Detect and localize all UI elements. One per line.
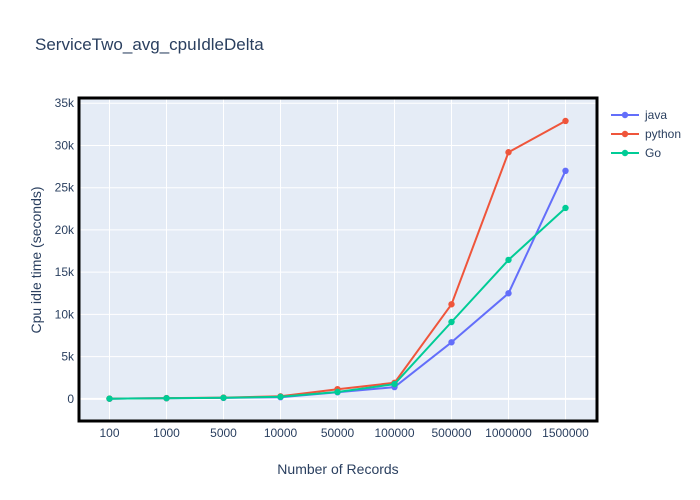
data-point[interactable]	[448, 339, 455, 346]
y-tick-label: 5k	[61, 350, 75, 364]
grid	[80, 99, 596, 420]
legend-label: python	[645, 127, 681, 141]
y-tick-label: 0	[67, 392, 74, 406]
data-point[interactable]	[562, 167, 569, 175]
data-point[interactable]	[505, 149, 512, 156]
data-point[interactable]	[448, 318, 455, 326]
x-tick-label: 5000	[210, 426, 237, 440]
x-tick-label: 1000000	[485, 426, 532, 440]
x-axis-title: Number of Records	[277, 461, 398, 477]
y-tick-label: 35k	[55, 96, 75, 110]
legend-swatch-marker	[621, 130, 629, 138]
data-point[interactable]	[220, 394, 227, 401]
data-point[interactable]	[106, 395, 113, 402]
y-axis-title: Cpu idle time (seconds)	[28, 186, 44, 333]
x-tick-label: 1500000	[542, 426, 589, 440]
y-tick-label: 20k	[55, 223, 75, 237]
y-axis-ticks: 0 5k 10k 15k 20k 25k 30k 35k	[55, 96, 75, 406]
y-tick-label: 15k	[55, 265, 75, 279]
legend-label: Go	[645, 146, 661, 160]
x-tick-label: 1000	[153, 426, 180, 440]
x-tick-label: 100	[99, 426, 119, 440]
data-point[interactable]	[562, 117, 569, 125]
x-tick-label: 100000	[374, 426, 414, 440]
x-tick-label: 50000	[321, 426, 355, 440]
legend-item-go[interactable]: Go	[611, 146, 661, 160]
data-point[interactable]	[448, 301, 455, 308]
legend-swatch-marker	[621, 111, 629, 119]
series-go[interactable]	[106, 204, 569, 402]
plot-frame	[77, 96, 599, 423]
data-point[interactable]	[562, 204, 569, 212]
data-point[interactable]	[505, 290, 512, 297]
legend-item-python[interactable]: python	[611, 127, 681, 141]
x-axis-ticks: 100 1000 5000 10000 50000 100000 500000 1000000…	[99, 426, 589, 440]
chart-title: ServiceTwo_avg_cpuIdleDelta	[35, 35, 264, 54]
legend-swatch-marker	[621, 149, 629, 157]
legend-item-java[interactable]: java	[611, 108, 667, 122]
y-tick-label: 10k	[55, 307, 75, 321]
data-point[interactable]	[505, 256, 512, 264]
series-layer	[106, 117, 569, 402]
data-point[interactable]	[391, 380, 398, 388]
y-tick-label: 25k	[55, 181, 75, 195]
data-point[interactable]	[277, 393, 284, 400]
y-tick-label: 30k	[55, 138, 75, 152]
data-point[interactable]	[334, 388, 341, 396]
x-tick-label: 500000	[431, 426, 471, 440]
x-tick-label: 10000	[264, 426, 298, 440]
legend-label: java	[644, 108, 667, 122]
legend[interactable]: java python Go	[611, 108, 681, 160]
data-point[interactable]	[163, 394, 170, 402]
